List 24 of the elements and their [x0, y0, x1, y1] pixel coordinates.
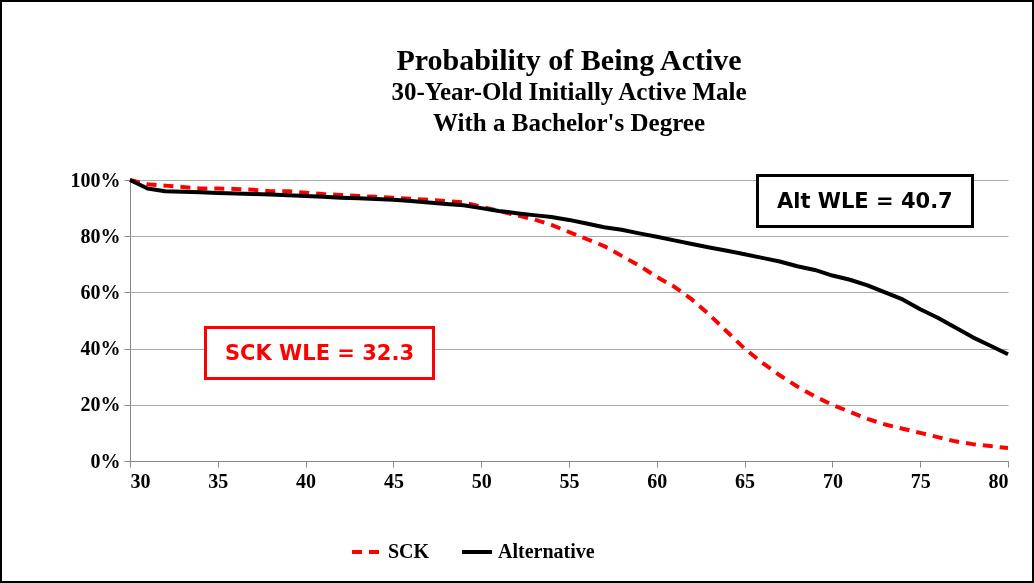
chart-title: Probability of Being Active: [396, 43, 742, 76]
legend-label: SCK: [388, 540, 430, 562]
x-tick-label: 65: [735, 469, 756, 492]
x-tick-label: 45: [383, 469, 404, 492]
y-tick-label: 40%: [80, 337, 121, 360]
legend-label: Alternative: [498, 540, 595, 562]
x-tick-label: 60: [647, 469, 668, 492]
annotation: SCK WLE = 32.3: [204, 326, 436, 380]
annotation: Alt WLE = 40.7: [756, 174, 974, 228]
chart-subtitle: 30-Year-Old Initially Active Male With a Bachelor's Degree: [391, 78, 747, 136]
y-tick-label: 80%: [80, 224, 121, 247]
x-tick-label: 50: [471, 469, 492, 492]
x-tick-label: 30: [130, 469, 151, 492]
y-tick-label: 100%: [70, 168, 121, 191]
line-series: [128, 178, 1010, 451]
x-tick-label: 70: [822, 469, 843, 492]
y-tick-label: 0%: [90, 449, 121, 472]
y-tick-label: 20%: [80, 393, 121, 416]
x-tick-label: 55: [559, 469, 580, 492]
x-tick-label: 80: [988, 469, 1009, 492]
y-tick-label: 60%: [80, 280, 121, 303]
x-tick-label: 75: [910, 469, 931, 492]
x-tick-label: 40: [296, 469, 317, 492]
x-tick-label: 35: [208, 469, 229, 492]
